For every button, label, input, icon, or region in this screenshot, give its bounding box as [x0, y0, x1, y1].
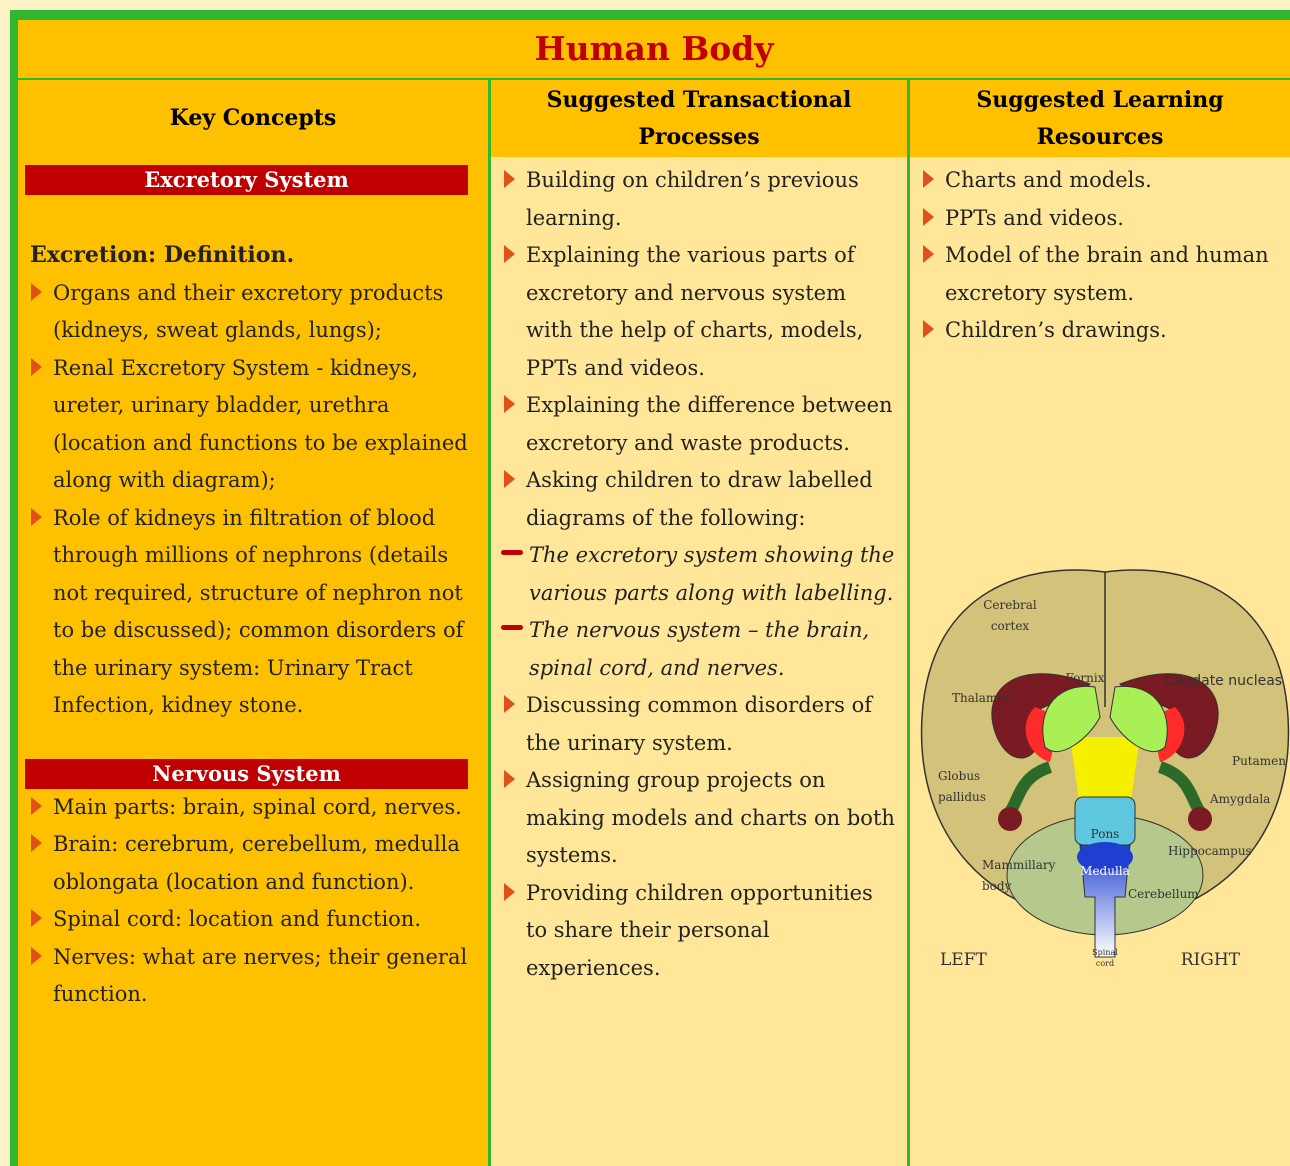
column: Charts and models. PPTs and videos. Model …	[910, 157, 1290, 1166]
diagram-label: Mammillary	[982, 858, 1056, 872]
diagram-label: Medulla	[1080, 864, 1130, 878]
list: Charts and models. PPTs and videos. Model …	[910, 162, 1290, 350]
diagram-label: RIGHT	[1181, 950, 1241, 970]
diagram-label: Spinal	[1092, 948, 1118, 957]
section-heading: Nervous System	[25, 758, 468, 789]
title: Human Body	[18, 20, 1290, 78]
list-item: Explaining the various parts of excretor…	[491, 237, 899, 387]
diagram-label: Pons	[1091, 827, 1120, 841]
list-item: Charts and models.	[910, 162, 1290, 200]
list: Building on children’s previous learning…	[491, 162, 899, 987]
list-item: Children’s drawings.	[910, 312, 1290, 350]
section-heading: Excretory System	[25, 165, 468, 195]
header: Suggested Learning Resources	[910, 80, 1290, 157]
diagram-label: Fornix	[1066, 671, 1105, 685]
list-item: Main parts: brain, spinal cord, nerves.	[18, 789, 478, 827]
list-item: Providing children opportunities to shar…	[491, 875, 899, 988]
diagram-label: Cerebral	[983, 598, 1037, 612]
diagram-label: cord	[1096, 959, 1114, 968]
header: Suggested Transactional Processes	[491, 80, 907, 157]
brain-diagram: Cerebral cortex Fornix Caudate nucleas Thala…	[920, 569, 1290, 970]
list-item: PPTs and videos.	[910, 200, 1290, 238]
diagram-label: body	[982, 879, 1012, 893]
column: Excretory System Excretion: Definition. Or…	[18, 157, 488, 1166]
list-item: Building on children’s previous learning…	[491, 162, 899, 237]
subheading: Excretion: Definition.	[30, 242, 295, 268]
list-item: Nerves: what are nerves; their general f…	[18, 939, 478, 1014]
diagram-label: Putamen	[1232, 754, 1286, 768]
diagram-label: Hippocampus	[1168, 844, 1252, 858]
diagram-label: Caudate nucleas	[1165, 673, 1282, 689]
diagram-label: Globus	[938, 769, 980, 783]
list: Organs and their excretory products (kid…	[18, 275, 478, 725]
list-item: Brain: cerebrum, cerebellum, medulla obl…	[18, 826, 478, 901]
list-item: Renal Excretory System - kidneys, ureter…	[18, 350, 478, 500]
list-item: Asking children to draw labelled diagram…	[491, 462, 899, 537]
list-item: Model of the brain and human excretory s…	[910, 237, 1290, 312]
list-item: Explaining the difference between excret…	[491, 387, 899, 462]
list-item: Organs and their excretory products (kid…	[18, 275, 478, 350]
header: Key Concepts	[18, 80, 488, 157]
list-item: Role of kidneys in filtration of blood t…	[18, 500, 478, 725]
list: Main parts: brain, spinal cord, nerves. B…	[18, 789, 478, 1014]
list-item: Spinal cord: location and function.	[18, 901, 478, 939]
diagram-label: pallidus	[938, 790, 986, 804]
diagram-label: cortex	[991, 619, 1030, 633]
list-item: Discussing common disorders of the urina…	[491, 687, 899, 762]
sub-item: The nervous system – the brain, spinal c…	[491, 612, 899, 687]
diagram-label: Thalamus	[952, 691, 1011, 705]
diagram-label: LEFT	[940, 950, 987, 970]
list-item: Assigning group projects on making model…	[491, 762, 899, 875]
diagram-label: Amygdala	[1209, 792, 1270, 806]
column: Building on children’s previous learning…	[491, 157, 907, 1166]
sub-item: The excretory system showing the various…	[491, 537, 899, 612]
diagram-label: Cerebellum	[1128, 887, 1199, 901]
